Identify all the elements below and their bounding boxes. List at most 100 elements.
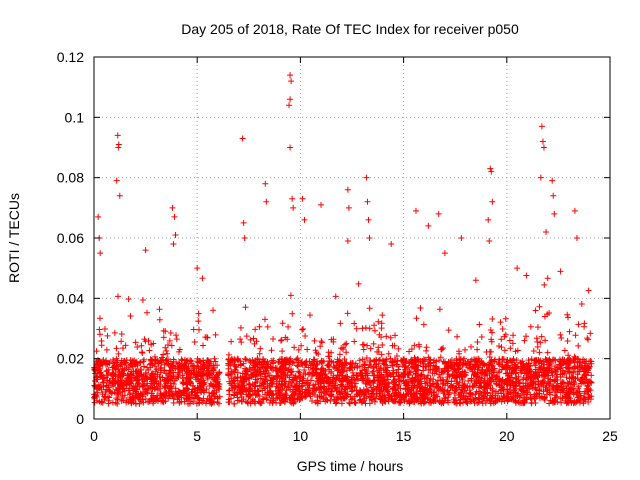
data-point xyxy=(408,356,415,363)
data-point xyxy=(126,362,133,369)
data-point xyxy=(235,356,242,363)
data-point xyxy=(304,346,311,353)
data-point xyxy=(216,369,223,376)
data-point xyxy=(175,369,182,376)
data-point xyxy=(114,132,121,139)
data-point xyxy=(574,355,581,362)
data-point xyxy=(193,368,200,375)
data-point xyxy=(231,380,238,387)
data-point xyxy=(475,358,482,365)
data-point xyxy=(300,325,307,332)
data-point xyxy=(214,379,221,386)
data-point xyxy=(412,371,419,378)
data-point xyxy=(417,390,424,397)
data-point xyxy=(102,357,109,364)
data-point xyxy=(104,377,111,384)
data-point xyxy=(168,342,175,349)
data-point xyxy=(562,360,569,367)
data-point xyxy=(575,342,582,349)
data-point xyxy=(444,374,451,381)
data-point xyxy=(504,391,511,398)
data-point xyxy=(189,386,196,393)
data-point xyxy=(225,396,232,403)
data-point xyxy=(376,382,383,389)
data-point xyxy=(323,374,330,381)
data-point xyxy=(211,364,218,371)
data-point xyxy=(500,393,507,400)
data-point xyxy=(123,357,130,364)
data-point xyxy=(531,395,538,402)
data-point xyxy=(134,362,141,369)
data-point xyxy=(571,379,578,386)
data-point xyxy=(287,358,294,365)
data-point xyxy=(501,333,508,340)
data-point xyxy=(343,340,350,347)
data-point xyxy=(581,374,588,381)
data-point xyxy=(255,388,262,395)
data-point xyxy=(459,377,466,384)
data-point xyxy=(445,394,452,401)
y-axis-label: ROTI / TECUs xyxy=(6,193,22,283)
data-point xyxy=(343,367,350,374)
data-point xyxy=(139,396,146,403)
data-point xyxy=(145,385,152,392)
data-point xyxy=(493,381,500,388)
data-point xyxy=(513,375,520,382)
data-point xyxy=(475,394,482,401)
data-point xyxy=(462,346,469,353)
data-point xyxy=(98,398,105,405)
x-tick-label: 10 xyxy=(293,428,309,444)
data-point xyxy=(532,307,539,314)
data-point xyxy=(497,387,504,394)
data-point xyxy=(582,388,589,395)
data-point xyxy=(527,323,534,330)
data-point xyxy=(215,385,222,392)
data-point xyxy=(510,332,517,339)
data-point xyxy=(125,366,132,373)
data-point xyxy=(584,335,591,342)
data-point xyxy=(301,367,308,374)
data-point xyxy=(514,347,521,354)
data-point xyxy=(297,374,304,381)
data-point xyxy=(540,144,547,151)
data-point xyxy=(303,389,310,396)
data-point xyxy=(487,348,494,355)
data-point xyxy=(553,393,560,400)
data-point xyxy=(484,390,491,397)
data-point xyxy=(585,391,592,398)
data-point xyxy=(493,380,500,387)
data-point xyxy=(150,392,157,399)
data-point xyxy=(196,377,203,384)
data-point xyxy=(284,367,291,374)
data-point xyxy=(438,399,445,406)
data-point xyxy=(296,369,303,376)
data-point xyxy=(573,235,580,241)
data-point xyxy=(340,368,347,375)
data-point xyxy=(541,394,548,401)
data-point xyxy=(316,385,323,392)
data-point xyxy=(93,361,100,368)
data-point xyxy=(481,394,488,401)
data-point xyxy=(241,235,248,241)
data-point xyxy=(332,384,339,391)
data-point xyxy=(421,395,428,402)
data-point xyxy=(319,372,326,379)
data-point xyxy=(542,372,549,379)
data-point xyxy=(554,386,561,393)
data-point xyxy=(263,198,270,205)
data-point xyxy=(496,375,503,382)
data-point xyxy=(488,357,495,364)
x-tick-label: 20 xyxy=(499,428,515,444)
data-point xyxy=(544,365,551,372)
data-point xyxy=(247,385,254,392)
data-point xyxy=(384,388,391,395)
data-point xyxy=(448,378,455,385)
data-point xyxy=(330,372,337,379)
data-point xyxy=(266,392,273,399)
data-point xyxy=(373,357,380,364)
data-point xyxy=(433,358,440,365)
data-point xyxy=(456,392,463,399)
data-point xyxy=(361,366,368,373)
data-point xyxy=(546,361,553,368)
data-point xyxy=(575,385,582,392)
